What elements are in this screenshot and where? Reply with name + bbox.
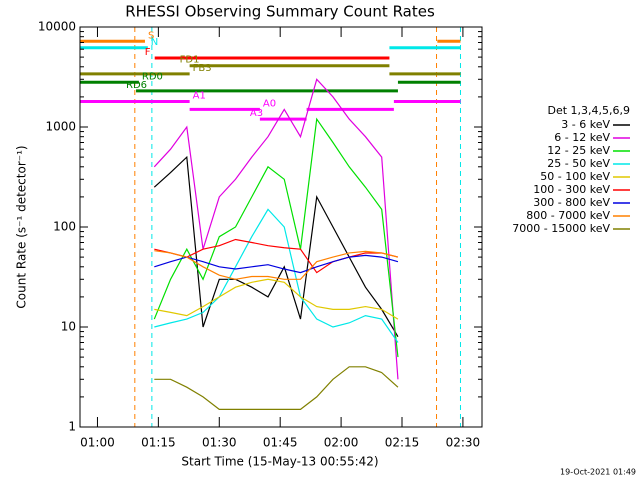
legend-title: Det 1,3,4,5,6,9	[547, 104, 630, 117]
x-tick-label: 02:30	[446, 436, 481, 450]
flag-label: RD0	[142, 71, 163, 82]
footer: 19-Oct-2021 01:49	[560, 468, 636, 477]
y-tick-label: 100	[53, 220, 76, 234]
y-axis-label: Count Rate (s⁻¹ detector⁻¹)	[15, 145, 29, 308]
chart-title: RHESSI Observing Summary Count Rates	[125, 3, 435, 21]
flag-label: A3	[250, 108, 263, 119]
flag-label: RD6	[126, 80, 147, 91]
flag-label: N	[151, 37, 158, 48]
legend-label: 300 - 800 keV	[533, 196, 610, 209]
series-line	[154, 250, 399, 280]
x-tick-label: 01:45	[263, 436, 298, 450]
y-tick-label: 1	[68, 420, 76, 434]
series-line	[154, 208, 399, 343]
x-tick-label: 02:15	[385, 436, 420, 450]
x-axis-label: Start Time (15-May-13 00:55:42)	[181, 455, 378, 469]
x-tick-label: 02:00	[324, 436, 359, 450]
x-tick-label: 01:30	[202, 436, 237, 450]
y-tick-label: 1000	[45, 120, 76, 134]
series-line	[154, 254, 399, 274]
legend-label: 6 - 12 keV	[554, 131, 610, 144]
y-tick-label: 10	[61, 320, 76, 334]
series-line	[154, 238, 399, 274]
flag-label: A0	[263, 98, 276, 109]
legend-label: 3 - 6 keV	[561, 118, 610, 131]
legend-label: 50 - 100 keV	[540, 170, 610, 183]
legend-label: 12 - 25 keV	[547, 144, 610, 157]
legend-label: 25 - 50 keV	[547, 157, 610, 170]
x-tick-label: 01:00	[80, 436, 115, 450]
y-tick-label: 10000	[38, 20, 76, 34]
flag-label: F	[145, 47, 151, 58]
flag-label: S	[148, 30, 154, 41]
series-line	[154, 366, 399, 410]
legend-label: 100 - 300 keV	[533, 183, 610, 196]
series-line	[154, 278, 399, 320]
series-line	[153, 155, 399, 337]
flag-label: A1	[193, 90, 206, 101]
legend-label: 800 - 7000 keV	[526, 209, 610, 222]
series-line	[153, 117, 399, 358]
flag-label: FB3	[193, 63, 212, 74]
flag-label: FD1	[180, 55, 200, 66]
legend-label: 7000 - 15000 keV	[512, 222, 610, 235]
series-line	[153, 78, 399, 380]
x-tick-label: 01:15	[141, 436, 176, 450]
